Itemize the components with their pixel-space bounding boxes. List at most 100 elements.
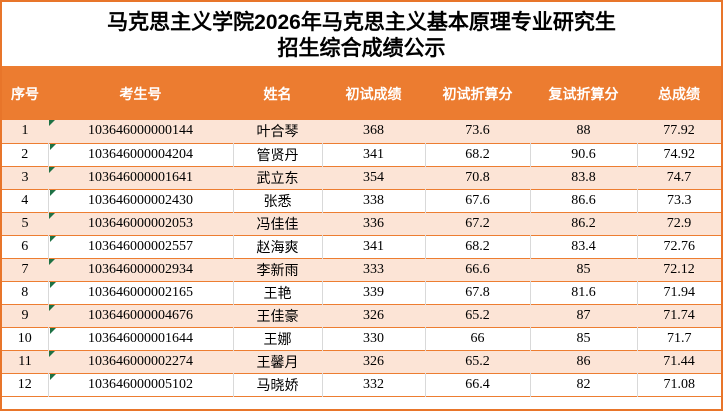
cell-initial-score[interactable]: 341	[322, 235, 426, 258]
cell-initial-converted-score[interactable]: 73.6	[425, 120, 530, 143]
cell-candidate-id[interactable]: 103646000001644	[48, 327, 234, 350]
cell-row-index[interactable]: 10	[2, 327, 49, 350]
column-header-initial-converted-score[interactable]: 初试折算分	[425, 67, 530, 120]
cell-total-score[interactable]: 74.7	[637, 166, 721, 189]
cell-name[interactable]: 叶合琴	[233, 120, 322, 143]
cell-retest-converted-score[interactable]: 85	[530, 258, 637, 281]
cell-candidate-id[interactable]: 103646000005102	[48, 373, 234, 396]
cell-name[interactable]: 王佳豪	[233, 304, 322, 327]
cell-row-index[interactable]: 3	[2, 166, 48, 189]
cell-retest-converted-score[interactable]: 83.4	[530, 235, 638, 258]
cell-retest-converted-score[interactable]: 82	[530, 373, 638, 396]
table-row: 3 103646000001641 武立东 354 70.8 83.8 74.7	[2, 166, 721, 189]
cell-name[interactable]: 冯佳佳	[233, 212, 322, 235]
cell-candidate-id[interactable]: 103646000002053	[48, 212, 233, 235]
cell-initial-converted-score[interactable]: 70.8	[425, 166, 530, 189]
cell-initial-converted-score[interactable]: 67.8	[425, 281, 531, 304]
cell-total-score[interactable]: 71.94	[637, 281, 721, 304]
cell-row-index[interactable]: 11	[2, 350, 48, 373]
cell-initial-converted-score[interactable]: 68.2	[425, 143, 531, 166]
cell-total-score[interactable]: 71.44	[637, 350, 721, 373]
cell-name[interactable]: 王娜	[233, 327, 323, 350]
text-format-flag-icon	[49, 327, 56, 334]
text-format-flag-icon	[49, 143, 56, 150]
cell-retest-converted-score[interactable]: 88	[530, 120, 637, 143]
cell-initial-score[interactable]: 326	[322, 304, 425, 327]
text-format-flag-icon	[49, 235, 56, 242]
cell-total-score[interactable]: 71.7	[637, 327, 721, 350]
cell-initial-score[interactable]: 333	[322, 258, 425, 281]
cell-row-index[interactable]: 6	[2, 235, 49, 258]
cell-initial-score[interactable]: 368	[322, 120, 425, 143]
column-header-retest-converted-score[interactable]: 复试折算分	[530, 67, 637, 120]
cell-candidate-id[interactable]: 103646000000144	[48, 120, 233, 143]
cell-retest-converted-score[interactable]: 86.6	[530, 189, 638, 212]
cell-initial-converted-score[interactable]: 66.4	[425, 373, 531, 396]
cell-total-score[interactable]: 74.92	[637, 143, 721, 166]
cell-initial-converted-score[interactable]: 65.2	[425, 350, 530, 373]
cell-row-index[interactable]: 1	[2, 120, 48, 143]
cell-initial-converted-score[interactable]: 67.6	[425, 189, 531, 212]
cell-total-score[interactable]: 77.92	[637, 120, 721, 143]
cell-initial-converted-score[interactable]: 66	[425, 327, 531, 350]
cell-candidate-id[interactable]: 103646000002934	[48, 258, 233, 281]
cell-row-index[interactable]: 5	[2, 212, 48, 235]
cell-name[interactable]: 赵海爽	[233, 235, 323, 258]
cell-row-index[interactable]: 4	[2, 189, 49, 212]
cell-initial-score[interactable]: 336	[322, 212, 425, 235]
cell-candidate-id[interactable]: 103646000002274	[48, 350, 233, 373]
cell-retest-converted-score[interactable]: 86	[530, 350, 637, 373]
score-table-body: 1 103646000000144 叶合琴 368 73.6 88 77.92 2 103646…	[2, 120, 721, 396]
cell-row-index[interactable]: 9	[2, 304, 48, 327]
cell-row-index[interactable]: 7	[2, 258, 48, 281]
column-header-initial-score[interactable]: 初试成绩	[322, 67, 425, 120]
cell-total-score[interactable]: 71.74	[637, 304, 721, 327]
cell-candidate-id[interactable]: 103646000001641	[48, 166, 233, 189]
column-header-candidate-id[interactable]: 考生号	[48, 67, 233, 120]
cell-candidate-id[interactable]: 103646000002165	[48, 281, 234, 304]
cell-name[interactable]: 王馨月	[233, 350, 322, 373]
cell-candidate-id[interactable]: 103646000004676	[48, 304, 233, 327]
cell-initial-converted-score[interactable]: 67.2	[425, 212, 530, 235]
cell-retest-converted-score[interactable]: 86.2	[530, 212, 637, 235]
cell-initial-score[interactable]: 338	[322, 189, 426, 212]
table-row: 9 103646000004676 王佳豪 326 65.2 87 71.74	[2, 304, 721, 327]
cell-initial-score[interactable]: 332	[322, 373, 426, 396]
cell-name[interactable]: 武立东	[233, 166, 322, 189]
cell-name[interactable]: 张悉	[233, 189, 323, 212]
cell-retest-converted-score[interactable]: 90.6	[530, 143, 638, 166]
cell-initial-score[interactable]: 354	[322, 166, 425, 189]
cell-initial-converted-score[interactable]: 65.2	[425, 304, 530, 327]
cell-name[interactable]: 管贤丹	[233, 143, 323, 166]
cell-candidate-id[interactable]: 103646000002430	[48, 189, 234, 212]
cell-row-index[interactable]: 2	[2, 143, 49, 166]
cell-total-score[interactable]: 73.3	[637, 189, 721, 212]
cell-retest-converted-score[interactable]: 85	[530, 327, 638, 350]
cell-total-score[interactable]: 72.9	[637, 212, 721, 235]
cell-initial-score[interactable]: 330	[322, 327, 426, 350]
table-row: 8 103646000002165 王艳 339 67.8 81.6 71.94	[2, 281, 721, 304]
cell-initial-score[interactable]: 339	[322, 281, 426, 304]
cell-initial-converted-score[interactable]: 66.6	[425, 258, 530, 281]
column-header-row-index[interactable]: 序号	[2, 67, 48, 120]
cell-row-index[interactable]: 12	[2, 373, 49, 396]
cell-candidate-id[interactable]: 103646000004204	[48, 143, 234, 166]
cell-candidate-id[interactable]: 103646000002557	[48, 235, 234, 258]
cell-total-score[interactable]: 71.08	[637, 373, 721, 396]
cell-name[interactable]: 李新雨	[233, 258, 322, 281]
cell-initial-score[interactable]: 341	[322, 143, 426, 166]
cell-name[interactable]: 王艳	[233, 281, 323, 304]
cell-retest-converted-score[interactable]: 87	[530, 304, 637, 327]
cell-initial-score[interactable]: 326	[322, 350, 425, 373]
cell-name[interactable]: 马晓娇	[233, 373, 323, 396]
cell-retest-converted-score[interactable]: 81.6	[530, 281, 638, 304]
column-header-total-score[interactable]: 总成绩	[637, 67, 721, 120]
cell-total-score[interactable]: 72.76	[637, 235, 721, 258]
cell-retest-converted-score[interactable]: 83.8	[530, 166, 637, 189]
cell-total-score[interactable]: 72.12	[637, 258, 721, 281]
cell-row-index[interactable]: 8	[2, 281, 49, 304]
column-header-name[interactable]: 姓名	[233, 67, 322, 120]
cell-initial-converted-score[interactable]: 68.2	[425, 235, 531, 258]
page-title-line1: 马克思主义学院2026年马克思主义基本原理专业研究生	[107, 11, 616, 34]
